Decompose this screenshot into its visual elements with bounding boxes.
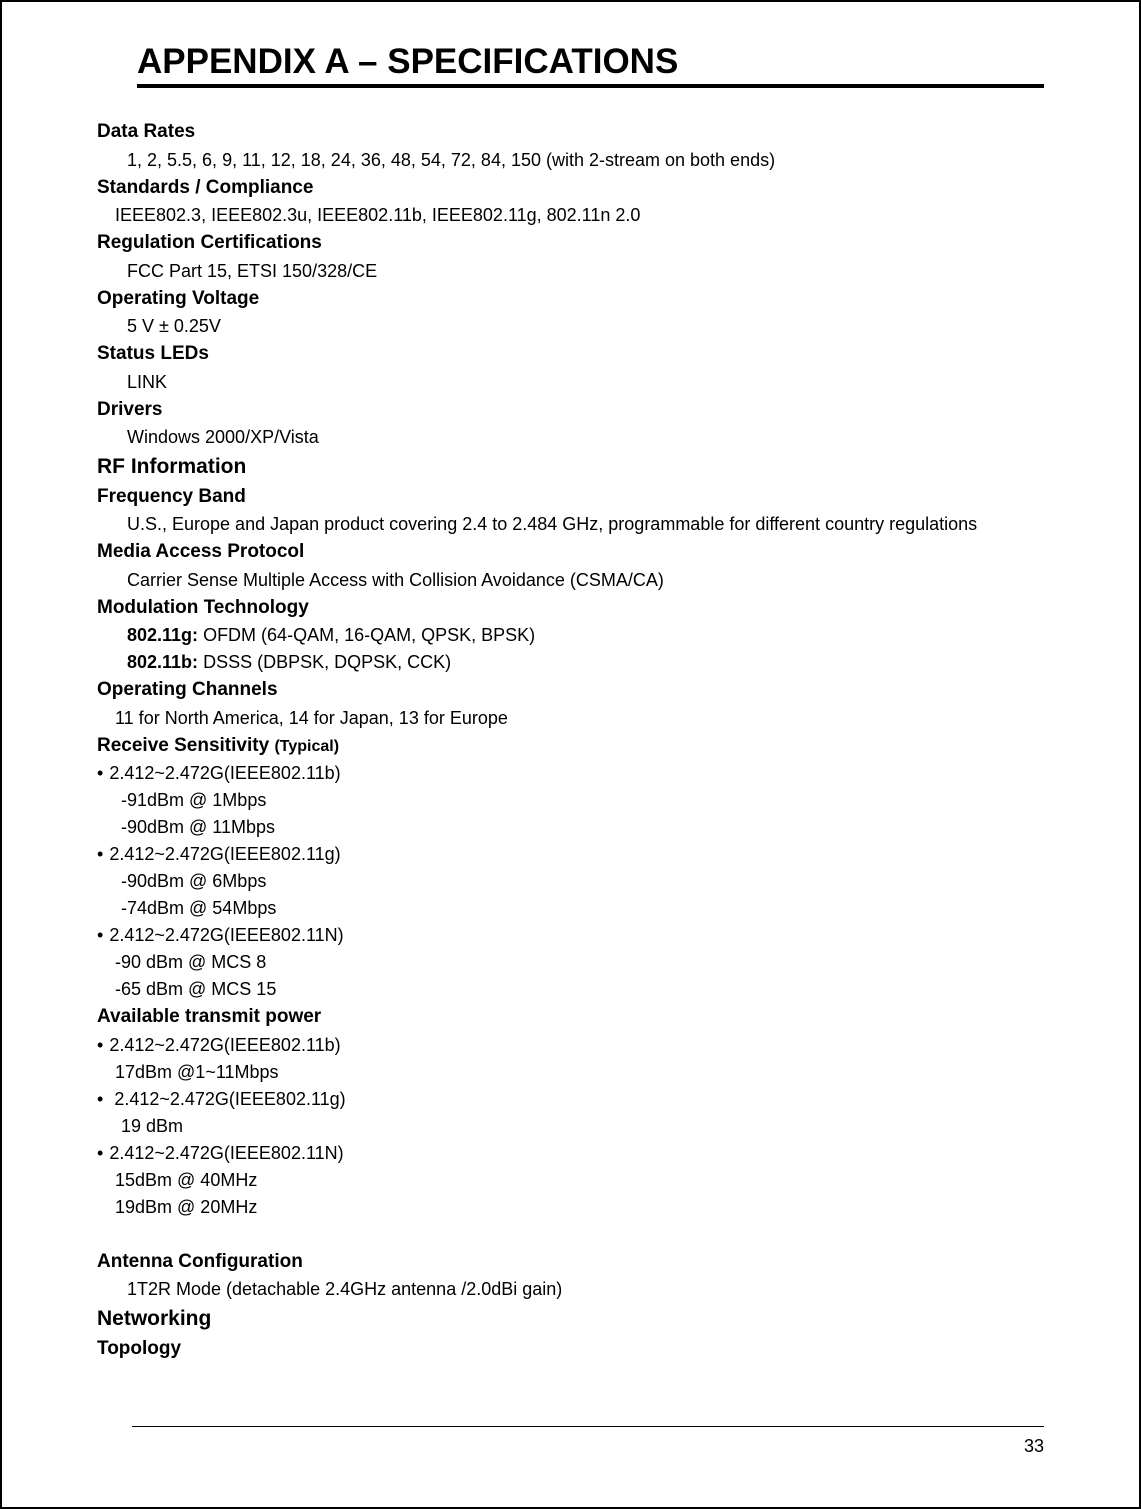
rx-sens-b-l2: -90dBm @ 11Mbps xyxy=(121,814,1044,841)
freq-band-value: U.S., Europe and Japan product covering … xyxy=(127,511,1044,538)
tx-power-n-l2: 19dBm @ 20MHz xyxy=(115,1194,1044,1221)
rx-sens-n-l1: -90 dBm @ MCS 8 xyxy=(115,949,1044,976)
op-voltage-value: 5 V ± 0.25V xyxy=(127,313,1044,340)
status-leds-value: LINK xyxy=(127,369,1044,396)
mod-tech-line1-rest: OFDM (64-QAM, 16-QAM, QPSK, BPSK) xyxy=(198,625,535,645)
page-number: 33 xyxy=(1024,1436,1044,1457)
rx-sens-g-l1: -90dBm @ 6Mbps xyxy=(121,868,1044,895)
topology-heading: Topology xyxy=(97,1335,1044,1364)
rx-sens-n-l2: -65 dBm @ MCS 15 xyxy=(115,976,1044,1003)
rx-sens-g-l2: -74dBm @ 54Mbps xyxy=(121,895,1044,922)
mod-tech-line1-bold: 802.11g: xyxy=(127,625,198,645)
spec-content: Data Rates 1, 2, 5.5, 6, 9, 11, 12, 18, … xyxy=(97,118,1044,1363)
appendix-title: APPENDIX A – SPECIFICATIONS xyxy=(137,22,1044,88)
rx-sens-g-head: 2.412~2.472G(IEEE802.11g) xyxy=(97,841,1044,868)
tx-power-b-l1: 17dBm @1~11Mbps xyxy=(115,1059,1044,1086)
rx-sens-heading-suffix: (Typical) xyxy=(274,738,339,755)
data-rates-heading: Data Rates xyxy=(97,118,1044,147)
tx-power-n-head: 2.412~2.472G(IEEE802.11N) xyxy=(97,1140,1044,1167)
tx-power-b-head: 2.412~2.472G(IEEE802.11b) xyxy=(97,1032,1044,1059)
map-value: Carrier Sense Multiple Access with Colli… xyxy=(127,567,1044,594)
networking-heading: Networking xyxy=(97,1303,1044,1335)
tx-power-n-l1: 15dBm @ 40MHz xyxy=(115,1167,1044,1194)
mod-tech-heading: Modulation Technology xyxy=(97,594,1044,623)
rx-sens-n-head: 2.412~2.472G(IEEE802.11N) xyxy=(97,922,1044,949)
op-channels-heading: Operating Channels xyxy=(97,676,1044,705)
rx-sens-b-l1: -91dBm @ 1Mbps xyxy=(121,787,1044,814)
rf-info-heading: RF Information xyxy=(97,451,1044,483)
rx-sens-b-head: 2.412~2.472G(IEEE802.11b) xyxy=(97,760,1044,787)
tx-power-g-l1: 19 dBm xyxy=(121,1113,1044,1140)
mod-tech-line2-bold: 802.11b: xyxy=(127,652,198,672)
freq-band-heading: Frequency Band xyxy=(97,483,1044,512)
op-voltage-heading: Operating Voltage xyxy=(97,285,1044,314)
map-heading: Media Access Protocol xyxy=(97,538,1044,567)
reg-cert-heading: Regulation Certifications xyxy=(97,229,1044,258)
data-rates-value: 1, 2, 5.5, 6, 9, 11, 12, 18, 24, 36, 48,… xyxy=(127,147,1044,174)
mod-tech-line2: 802.11b: DSSS (DBPSK, DQPSK, CCK) xyxy=(127,649,1044,676)
tx-power-heading: Available transmit power xyxy=(97,1003,1044,1032)
reg-cert-value: FCC Part 15, ETSI 150/328/CE xyxy=(127,258,1044,285)
tx-power-g-head: 2.412~2.472G(IEEE802.11g) xyxy=(97,1086,1044,1113)
mod-tech-line2-rest: DSSS (DBPSK, DQPSK, CCK) xyxy=(198,652,451,672)
footer-rule xyxy=(132,1426,1044,1427)
rx-sens-heading-main: Receive Sensitivity xyxy=(97,735,274,756)
drivers-heading: Drivers xyxy=(97,396,1044,425)
standards-value: IEEE802.3, IEEE802.3u, IEEE802.11b, IEEE… xyxy=(115,202,1044,229)
antenna-value: 1T2R Mode (detachable 2.4GHz antenna /2.… xyxy=(127,1276,1044,1303)
drivers-value: Windows 2000/XP/Vista xyxy=(127,424,1044,451)
standards-heading: Standards / Compliance xyxy=(97,174,1044,203)
rx-sens-heading: Receive Sensitivity (Typical) xyxy=(97,732,1044,761)
antenna-heading: Antenna Configuration xyxy=(97,1248,1044,1277)
op-channels-value: 11 for North America, 14 for Japan, 13 f… xyxy=(115,705,1044,732)
mod-tech-line1: 802.11g: OFDM (64-QAM, 16-QAM, QPSK, BPS… xyxy=(127,622,1044,649)
status-leds-heading: Status LEDs xyxy=(97,340,1044,369)
